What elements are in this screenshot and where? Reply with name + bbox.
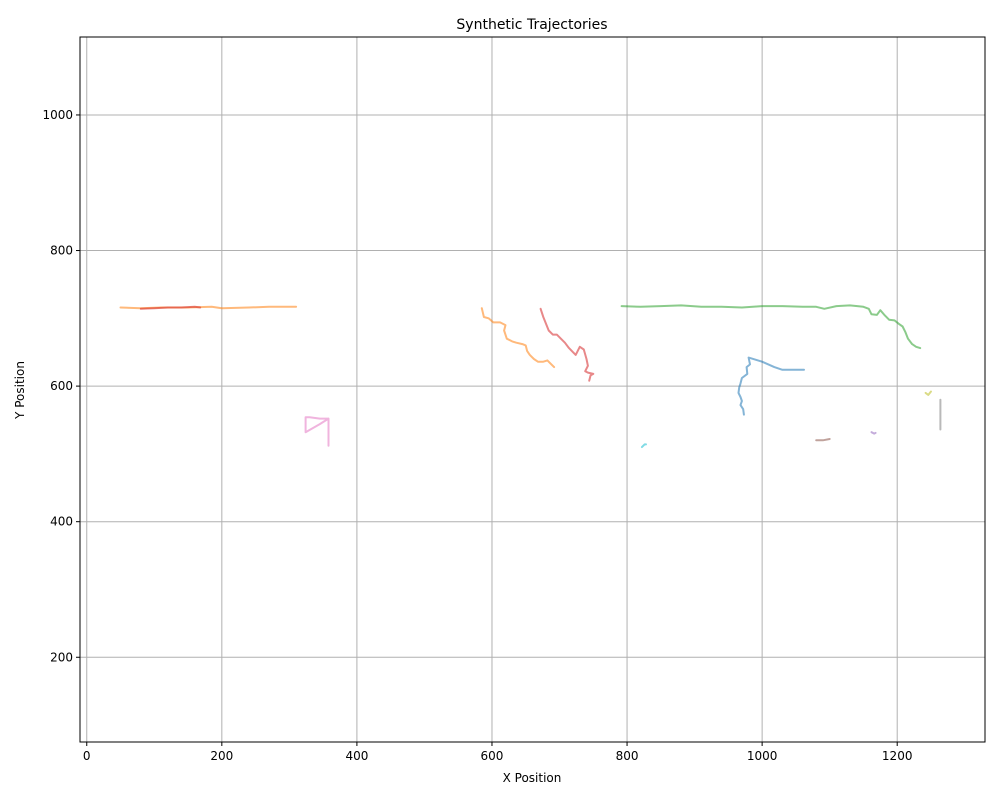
x-tick-label: 600 (481, 749, 504, 763)
x-tick-label: 1000 (747, 749, 778, 763)
trajectory-line-1 (737, 356, 805, 416)
plot-frame (79, 36, 986, 743)
chart-title: Synthetic Trajectories (456, 17, 607, 33)
x-tick-label: 800 (616, 749, 639, 763)
trajectory-line-11 (924, 390, 932, 396)
trajectory-line-6 (139, 305, 202, 310)
y-tick-label: 800 (50, 244, 73, 258)
trajectory-line-10 (870, 431, 877, 435)
trajectory-line-4 (620, 304, 922, 350)
x-tick-label: 0 (83, 749, 91, 763)
trajectory-line-9 (815, 438, 831, 442)
x-tick-label: 200 (210, 749, 233, 763)
trajectories (119, 304, 942, 449)
x-axis-label: X Position (503, 771, 562, 785)
y-axis-label: Y Position (13, 361, 27, 420)
y-tick-label: 1000 (42, 108, 73, 122)
x-axis: 0 200 400 600 800 1000 1200 (83, 742, 913, 763)
trajectory-line-7 (304, 416, 330, 447)
trajectory-line-8 (640, 443, 647, 449)
grid (80, 37, 985, 742)
trajectory-line-3 (480, 307, 556, 369)
trajectory-line-5 (539, 307, 595, 382)
y-tick-label: 200 (50, 650, 73, 664)
y-axis: 200 400 600 800 1000 (42, 108, 80, 664)
y-tick-label: 400 (50, 515, 73, 529)
x-tick-label: 400 (345, 749, 368, 763)
y-tick-label: 600 (50, 379, 73, 393)
x-tick-label: 1200 (882, 749, 913, 763)
